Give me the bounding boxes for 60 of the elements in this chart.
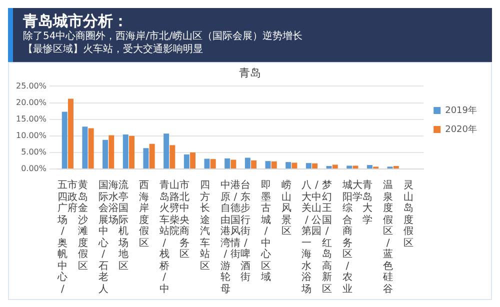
category-label: 梦幻王国/红岛高新区 [322, 180, 332, 294]
bar [170, 145, 176, 168]
x-tick-label: 四方长途汽车站区 [200, 180, 212, 274]
bar [190, 152, 196, 168]
x-tick-label: 流亭国际机场地区 [118, 180, 130, 274]
bar [210, 159, 216, 168]
bar [62, 112, 68, 168]
bar [102, 140, 108, 168]
y-tick-label: 0.00% [21, 164, 47, 174]
bar [366, 165, 372, 168]
category-label: 台东步行街/啤酒街 [240, 180, 251, 283]
bar [108, 135, 114, 168]
legend-label: 2020年 [445, 124, 477, 135]
x-tick-label: 市北中央商务区 [180, 180, 191, 262]
bar [292, 162, 298, 168]
category-label: 八大关/第一海水浴场/中山公园 [302, 180, 322, 294]
x-tick-label: 崂山风景区 [281, 180, 292, 239]
bar [82, 126, 88, 168]
bar [224, 158, 230, 168]
bar [122, 134, 128, 168]
y-tick-label: 25.00% [16, 81, 47, 90]
y-tick-label: 20.00% [16, 98, 47, 107]
bar [128, 136, 134, 168]
bar [265, 161, 271, 168]
bar [312, 163, 318, 168]
legend-label: 2019年 [445, 104, 477, 116]
bar [286, 162, 292, 168]
bar [332, 164, 338, 168]
bar [346, 166, 352, 168]
bar [204, 158, 210, 168]
category-label: 国际会展中心/石老人海水浴场 [98, 180, 118, 294]
x-tick-label: 青岛大学 [362, 180, 374, 228]
bar [149, 144, 155, 168]
chart-title: 青岛 [239, 66, 261, 80]
bar [306, 163, 312, 168]
bar [184, 154, 190, 168]
category-label: 五四广场/奥帆中心/市政府 [58, 180, 78, 294]
x-tick-label: 灵山岛度假区 [403, 180, 414, 250]
x-tick-label: 黄岛金沙滩度假区 [78, 180, 89, 274]
bar [230, 160, 236, 168]
bar [164, 134, 170, 168]
y-tick-label: 5.00% [21, 148, 47, 157]
text: 青岛城市分析： [23, 12, 129, 30]
category-label: 即墨古城/中心区域 [261, 180, 272, 283]
category-label: 中原自由港湾/游轮母港/德国风情街 [220, 180, 240, 294]
bar [352, 166, 358, 168]
category-label: 温泉度假区/蓝色硅谷 [383, 180, 394, 294]
x-tick-label: 西海岸度假区 [139, 180, 150, 250]
bar [143, 148, 149, 168]
y-tick-label: 10.00% [16, 130, 47, 140]
bar [244, 158, 250, 168]
bar [88, 128, 94, 168]
bar [251, 160, 257, 168]
category-label: 青岛火车站/栈桥/中山路劈柴院 [159, 180, 180, 294]
bar [68, 98, 74, 168]
text: 【最惨区域】火车站，受大交通影响明显 [23, 43, 204, 56]
y-tick-label: 15.00% [16, 114, 47, 124]
category-label: 城阳综合商务区/农业大学 [342, 180, 362, 294]
text: 除了54中心商圈外，西海岸/市北/崂山区（国际会展）逆势增长 [23, 30, 304, 43]
bar [271, 161, 277, 168]
